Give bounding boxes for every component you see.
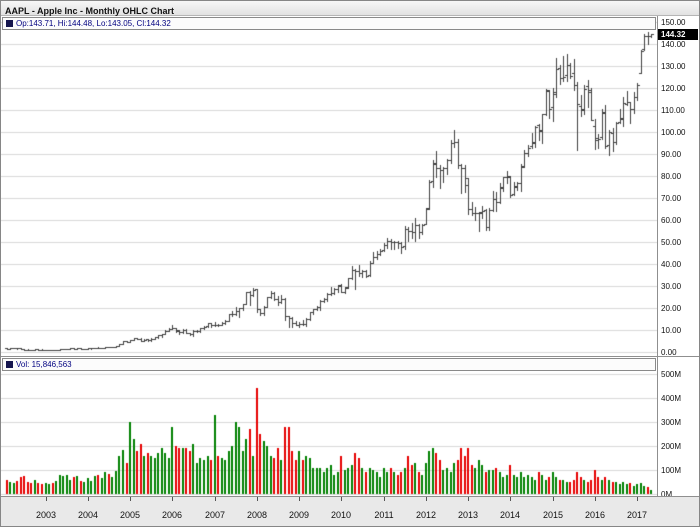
year-label: 2015	[542, 510, 564, 520]
year-tick	[510, 497, 511, 501]
volume-axis-tick: 0M	[661, 490, 673, 499]
price-axis-tick: 40.00	[661, 260, 682, 269]
volume-axis-tick: 500M	[661, 370, 682, 379]
year-tick	[257, 497, 258, 501]
volume-plot-canvas[interactable]	[1, 357, 657, 496]
year-label: 2009	[288, 510, 310, 520]
year-tick	[553, 497, 554, 501]
volume-axis-tick: 200M	[661, 442, 682, 451]
price-legend-box: Op:143.71, Hi:144.48, Lo:143.05, Cl:144.…	[2, 17, 656, 30]
year-label: 2017	[626, 510, 648, 520]
price-axis-tick: 130.00	[661, 62, 686, 71]
year-label: 2008	[246, 510, 268, 520]
volume-axis-tick: 100M	[661, 466, 682, 475]
price-axis-tick: 100.00	[661, 128, 686, 137]
volume-axis-tick: 300M	[661, 418, 682, 427]
year-label: 2005	[119, 510, 141, 520]
price-axis-tick: 70.00	[661, 194, 682, 203]
year-label: 2010	[330, 510, 352, 520]
year-label: 2013	[457, 510, 479, 520]
price-axis-tick: 20.00	[661, 304, 682, 313]
year-label: 2003	[35, 510, 57, 520]
price-axis: 150.00 140.00 130.00 120.00 110.00 100.00 90.0…	[657, 16, 699, 357]
year-tick	[88, 497, 89, 501]
price-axis-tick: 140.00	[661, 40, 686, 49]
volume-axis: 500M 400M 300M 200M 100M 0M	[657, 357, 699, 499]
price-axis-tick: 90.00	[661, 150, 682, 159]
volume-series-swatch-icon	[6, 361, 13, 368]
price-axis-tick: 110.00	[661, 106, 685, 115]
volume-pane: 500M 400M 300M 200M 100M 0M Vol: 15,846,563	[1, 356, 699, 499]
price-axis-tick: 120.00	[661, 84, 686, 93]
year-label: 2011	[374, 510, 394, 520]
year-label: 2004	[77, 510, 99, 520]
year-tick	[172, 497, 173, 501]
volume-axis-tick: 400M	[661, 394, 682, 403]
volume-legend-box: Vol: 15,846,563	[2, 358, 656, 371]
year-tick	[130, 497, 131, 501]
title-bar: AAPL - Apple Inc - Monthly OHLC Chart	[1, 1, 699, 16]
year-tick	[468, 497, 469, 501]
year-tick	[426, 497, 427, 501]
year-tick	[595, 497, 596, 501]
year-tick	[46, 497, 47, 501]
year-tick	[299, 497, 300, 501]
year-label: 2016	[584, 510, 606, 520]
year-tick	[215, 497, 216, 501]
year-tick	[341, 497, 342, 501]
price-axis-tick: 10.00	[661, 326, 682, 335]
price-axis-tick: 150.00	[661, 18, 686, 27]
price-pane: 150.00 140.00 130.00 120.00 110.00 100.00 90.0…	[1, 16, 699, 357]
ohlc-legend-text: Op:143.71, Hi:144.48, Lo:143.05, Cl:144.…	[16, 19, 171, 28]
year-tick	[384, 497, 385, 501]
price-plot-canvas[interactable]	[1, 16, 657, 356]
volume-legend-text: Vol: 15,846,563	[16, 360, 72, 369]
price-axis-tick: 50.00	[661, 238, 682, 247]
price-axis-tick: 30.00	[661, 282, 682, 291]
chart-title: AAPL - Apple Inc - Monthly OHLC Chart	[5, 6, 174, 16]
year-tick	[637, 497, 638, 501]
year-label: 2006	[161, 510, 183, 520]
year-label: 2007	[204, 510, 226, 520]
last-price-tag: 144.32	[658, 29, 698, 40]
ohlc-series-swatch-icon	[6, 20, 13, 27]
price-axis-tick: 80.00	[661, 172, 682, 181]
year-label: 2014	[499, 510, 521, 520]
time-axis: 2003 2004 2005 2006 2007 2008 2009 2010 2011 2012…	[1, 496, 699, 526]
price-axis-tick: 0.00	[661, 348, 677, 357]
year-label: 2012	[415, 510, 437, 520]
price-axis-tick: 60.00	[661, 216, 682, 225]
